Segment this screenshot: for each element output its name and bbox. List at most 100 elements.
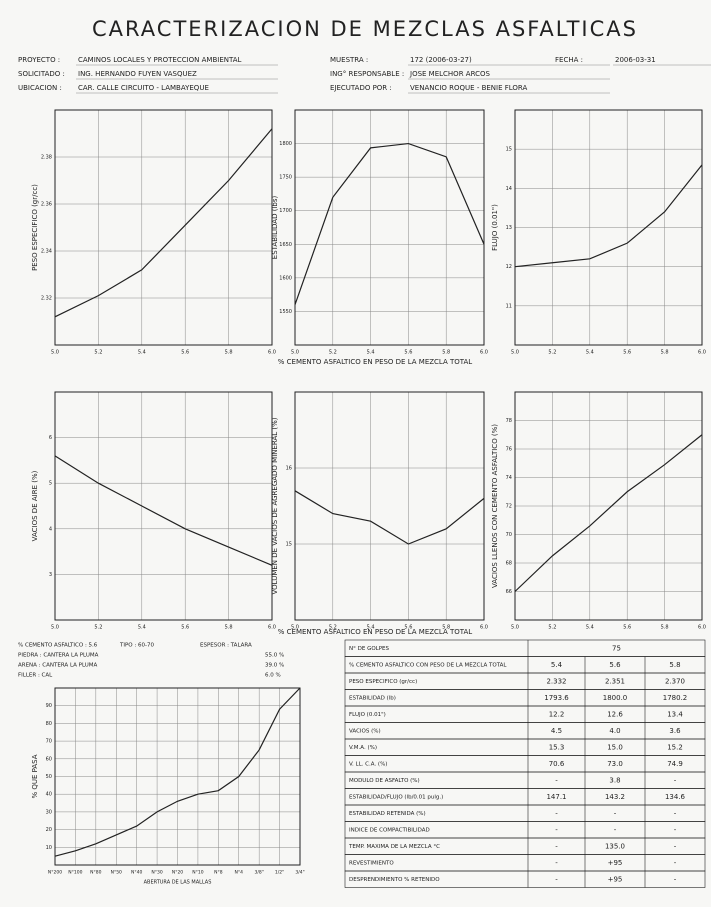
y-axis-label: ESTABILIDAD (lbs) [271,196,279,260]
y-tick-label: 2.38 [41,155,52,161]
x-tick-label: N°20 [172,870,183,876]
cell: - [555,826,558,834]
cell: 1800.0 [603,694,628,702]
field-label: MUESTRA : [330,56,368,64]
x-tick-label: 5.0 [51,625,59,631]
x-tick-label: 5.8 [225,350,233,356]
x-tick-label: 6.0 [698,625,706,631]
row-label: N° DE GOLPES [349,646,390,652]
y-tick-label: 76 [506,447,512,453]
x-tick-label: 5.2 [548,350,556,356]
cell: 75 [612,644,621,652]
field-value: VENANCIO ROQUE - BENIE FLORA [410,84,528,92]
x-tick-label: 5.6 [404,625,412,631]
x-tick-label: N°80 [90,870,101,876]
cell: +95 [608,875,623,883]
cell: 1780.2 [663,694,688,702]
field-value: 2006-03-31 [615,56,656,64]
cell: 74.9 [667,760,683,768]
mix-text: ARENA : CANTERA LA PLUMA [18,663,98,669]
table-row [344,722,706,740]
x-tick-label: N°40 [131,870,142,876]
row-label: V. LL. C.A. (%) [349,761,387,767]
row-label: MODULO DE ASFALTO (%) [349,778,420,784]
table-row [344,705,706,723]
y-tick-label: 60 [46,756,52,762]
plot-frame [294,109,485,346]
row-label: INDICE DE COMPACTIBILIDAD [349,827,430,833]
curve [294,490,485,545]
x-tick-label: 5.8 [442,350,450,356]
x-tick-label: 3/8" [255,870,264,876]
y-axis-label: FLUJO (0.01") [491,204,499,251]
mix-text: % CEMENTO ASFALTICO : 5.6 [18,643,98,649]
curve [294,142,485,305]
x-tick-label: 5.8 [661,625,669,631]
y-tick-label: 5 [49,481,52,487]
x-tick-label: 6.0 [698,350,706,356]
x-tick-label: 5.4 [586,625,594,631]
cell: 135.0 [605,842,625,850]
x-tick-label: 6.0 [480,350,488,356]
y-tick-label: 80 [46,721,52,727]
cell: - [614,826,617,834]
field-label: FECHA : [555,56,583,64]
x-tick-label: 5.4 [367,350,375,356]
x-tick-label: 5.2 [329,625,337,631]
cell: - [674,859,677,867]
y-tick-label: 20 [46,827,52,833]
plot-frame [514,109,703,346]
y-tick-label: 2.32 [41,296,52,302]
curve [514,434,703,592]
field-value: ING. HERNANDO FUYEN VASQUEZ [78,70,197,78]
field-label: UBICACION : [18,84,62,92]
cell: 15.0 [607,743,623,751]
cell: 3.8 [609,776,620,784]
x-tick-label: N°200 [48,870,62,876]
y-tick-label: 66 [506,589,512,595]
x-tick-label: 5.4 [138,625,146,631]
row-label: TEMP. MAXIMA DE LA MEZCLA °C [348,844,440,850]
cell: 5.8 [669,661,680,669]
row-label: ESTABILIDAD RETENIDA (%) [349,811,426,817]
table-row [344,738,706,756]
curve [514,164,703,268]
x-tick-label: 6.0 [268,350,276,356]
y-axis-label: % QUE PASA [31,754,39,798]
cell: - [555,875,558,883]
table-row [344,854,706,872]
y-tick-label: 13 [506,225,512,231]
x-tick-label: 5.2 [94,625,102,631]
y-tick-label: 1700 [279,208,292,214]
cell: - [555,842,558,850]
field-label: PROYECTO : [18,56,60,64]
y-tick-label: 1800 [279,141,292,147]
y-axis-label: PESO ESPECIFICO (gr/cc) [31,184,39,271]
plot-frame [54,391,273,621]
cell: 147.1 [546,793,566,801]
row-label: FLUJO (0.01") [349,712,386,718]
cell: 15.2 [667,743,683,751]
y-tick-label: 78 [506,418,512,424]
mix-text: 55.0 % [265,653,284,659]
y-tick-label: 15 [506,147,512,153]
y-tick-label: 72 [506,504,512,510]
row-label: V.M.A. (%) [349,745,377,751]
x-tick-label: 5.8 [225,625,233,631]
cell: 13.4 [667,710,683,718]
row-label: PESO ESPECIFICO (gr/cc) [349,679,417,685]
y-tick-label: 4 [49,526,52,532]
y-tick-label: 70 [46,739,52,745]
cell: - [674,842,677,850]
x-tick-label: 5.0 [511,625,519,631]
y-tick-label: 10 [46,845,52,851]
x-axis-label: ABERTURA DE LAS MALLAS [144,880,212,886]
y-axis-label: VACIOS DE AIRE (%) [31,470,39,541]
cell: 2.370 [665,677,685,685]
cell: 12.2 [549,710,565,718]
plot-frame [514,391,703,621]
gradation-curve [54,687,301,857]
cell: 70.6 [549,760,565,768]
table-row [344,639,706,657]
